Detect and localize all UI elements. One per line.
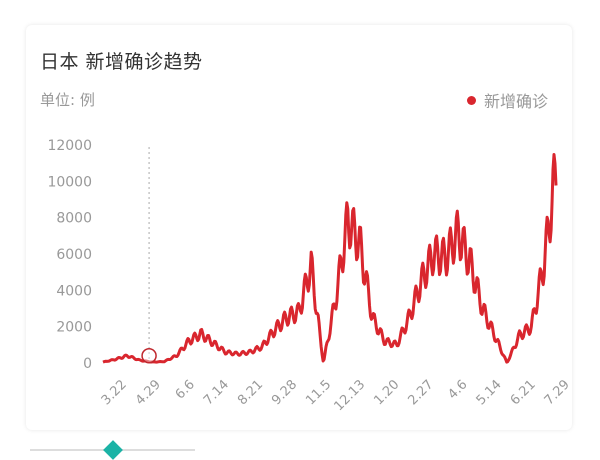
- x-tick-label: 6.6: [173, 377, 198, 402]
- series-line-new-cases[interactable]: [102, 153, 558, 364]
- x-tick-label: 5.14: [474, 377, 505, 408]
- y-axis: 0 2000 4000 6000 8000 10000 12000: [47, 138, 92, 372]
- x-tick-label: 7.14: [201, 377, 232, 408]
- hover-point-marker[interactable]: [141, 347, 157, 364]
- legend-dot-icon: [466, 95, 476, 105]
- y-tick-label: 8000: [56, 211, 92, 227]
- x-tick-label: 1.20: [371, 377, 402, 408]
- x-tick-label: 3.22: [99, 377, 130, 408]
- x-tick-label: 4.6: [445, 377, 470, 402]
- x-tick-label: 2.27: [405, 377, 436, 408]
- legend-item[interactable]: 新增确诊: [466, 88, 548, 112]
- x-tick-label: 6.21: [508, 377, 539, 408]
- y-tick-label: 2000: [56, 320, 92, 336]
- legend-label: 新增确诊: [483, 92, 548, 111]
- chart-card: 日本 新增确诊趋势 单位: 例 新增确诊: [26, 25, 572, 430]
- y-tick-label: 6000: [56, 247, 92, 263]
- y-tick-label: 12000: [47, 138, 92, 154]
- y-tick-label: 4000: [56, 283, 92, 299]
- x-tick-label: 7.29: [542, 377, 573, 408]
- x-tick-label: 8.21: [235, 377, 266, 408]
- chart-title: 日本 新增确诊趋势: [40, 51, 203, 73]
- x-tick-label: 12.13: [331, 377, 368, 414]
- x-tick-label: 11.5: [303, 377, 334, 408]
- y-tick-label: 10000: [47, 174, 92, 190]
- unit-label: 单位: 例: [40, 91, 95, 109]
- x-axis: 3.22 4.29 6.6 7.14 8.21 9.28 11.512.13 1.20 2.27…: [99, 377, 573, 414]
- x-tick-label: 9.28: [269, 377, 300, 408]
- x-tick-label: 4.29: [133, 377, 164, 408]
- y-tick-label: 0: [83, 356, 92, 372]
